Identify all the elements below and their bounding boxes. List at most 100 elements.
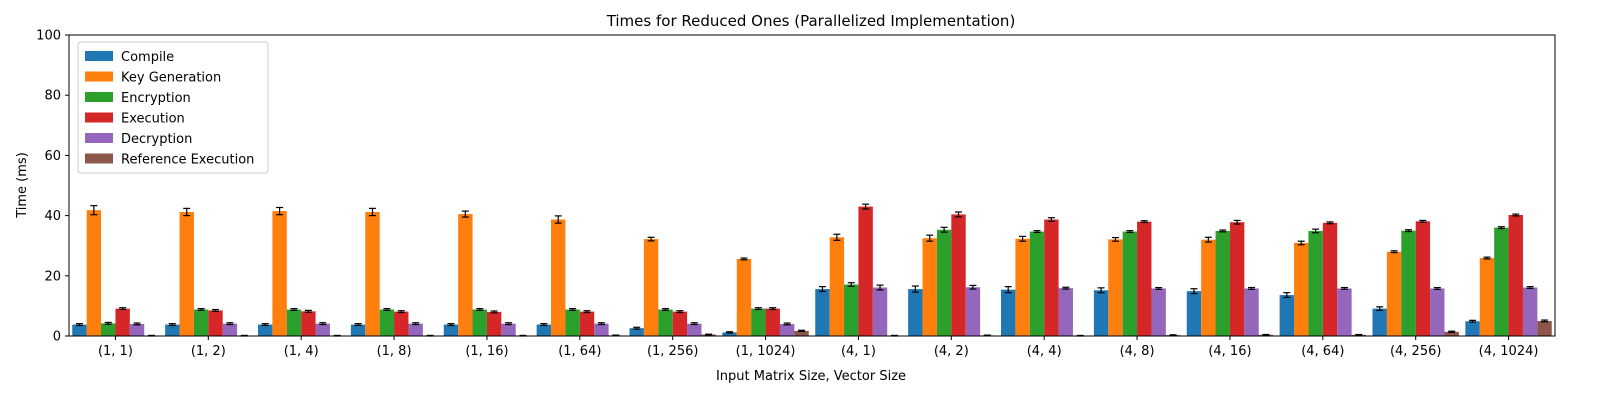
error-bar-encryption-7 [754,307,762,311]
error-bar-compile-13 [1283,292,1291,299]
error-bar-key-generation-15 [1483,256,1491,260]
y-tick-label: 20 [44,269,61,284]
error-bar-decryption-7 [783,322,791,326]
error-bar-key-generation-14 [1390,250,1398,254]
y-tick-label: 100 [36,29,61,44]
x-tick-label: (4, 2) [934,344,969,359]
error-bar-reference-execution-7 [798,329,806,333]
bar-execution-13 [1322,222,1338,336]
bar-key-generation-11 [1108,239,1123,336]
bar-decryption-8 [872,287,888,336]
error-bar-decryption-2 [319,322,327,326]
error-bar-execution-11 [1140,220,1148,224]
bar-encryption-2 [286,309,302,336]
bar-encryption-0 [101,323,116,336]
error-bar-key-generation-6 [647,236,655,242]
bar-encryption-15 [1494,227,1509,336]
bar-key-generation-15 [1479,258,1495,336]
bar-compile-5 [536,324,552,336]
error-bar-encryption-10 [1033,230,1041,234]
error-bar-compile-0 [75,323,83,327]
error-bar-decryption-5 [597,322,605,326]
bar-compile-13 [1279,295,1295,336]
error-bar-decryption-14 [1433,286,1441,290]
legend-swatch [85,112,113,123]
bar-key-generation-6 [643,239,659,336]
bar-compile-6 [629,328,644,336]
legend-entry: Execution [85,112,185,127]
legend-label: Compile [121,50,174,65]
y-axis-label: Time (ms) [15,152,30,219]
bar-compile-14 [1372,308,1387,336]
bars-layer [72,206,1552,336]
bar-key-generation-1 [179,211,194,336]
error-bar-execution-14 [1419,219,1427,223]
x-tick-label: (4, 64) [1301,344,1344,359]
error-bar-encryption-5 [569,308,577,312]
bar-encryption-8 [844,284,859,336]
legend-label: Decryption [121,132,192,147]
legend-entry: Decryption [85,132,192,147]
error-bar-compile-7 [726,331,734,334]
bar-encryption-12 [1215,230,1230,336]
bar-compile-3 [350,324,366,336]
y-tick-label: 0 [53,330,61,345]
error-bar-key-generation-13 [1297,240,1305,246]
bar-key-generation-12 [1201,239,1216,336]
bar-compile-2 [258,324,273,336]
axes-layer: 0 20 40 60 80 100 (1, 1) (1, 2) (1, 4) (1, 8) (1, … [36,29,1556,359]
error-bar-encryption-14 [1404,229,1412,233]
error-bar-reference-execution-14 [1448,330,1456,333]
bar-execution-10 [1044,219,1059,336]
y-tick-label: 80 [44,89,61,104]
x-tick-label: (1, 2) [191,344,226,359]
error-bar-compile-11 [1097,287,1105,294]
error-bar-decryption-4 [505,322,513,326]
legend-swatch [85,71,113,82]
bar-key-generation-10 [1015,238,1030,336]
error-bar-execution-9 [955,211,963,218]
bar-key-generation-0 [86,210,102,336]
error-bar-key-generation-5 [554,215,562,224]
error-bar-compile-5 [540,323,548,327]
error-bar-reference-execution-15 [1541,319,1549,323]
error-bar-key-generation-12 [1204,236,1212,243]
error-bar-execution-2 [304,309,312,313]
bar-decryption-10 [1058,288,1073,336]
bar-decryption-11 [1151,288,1166,336]
error-bar-compile-6 [633,326,641,330]
bar-execution-7 [765,308,780,336]
bar-execution-2 [301,311,316,336]
error-bar-decryption-1 [226,322,234,326]
legend-label: Encryption [121,91,191,106]
legend-swatch [85,92,113,102]
error-bar-compile-4 [447,323,455,327]
bar-key-generation-3 [365,211,380,336]
bar-compile-4 [443,324,459,336]
y-tick-label: 40 [44,209,61,224]
error-bar-encryption-3 [383,308,391,312]
error-bar-reference-execution-11 [1169,334,1177,336]
x-tick-label: (1, 4) [284,344,319,359]
error-bar-compile-14 [1376,306,1384,312]
error-bar-key-generation-11 [1111,236,1119,242]
error-bar-key-generation-4 [461,210,469,218]
error-bar-key-generation-10 [1019,235,1027,242]
error-bar-compile-8 [818,286,826,293]
bar-execution-15 [1508,215,1523,336]
bar-execution-0 [115,308,130,336]
bar-compile-10 [1001,289,1016,336]
error-bar-compile-2 [261,323,269,327]
error-bar-decryption-10 [1062,286,1070,290]
bar-encryption-4 [472,309,487,336]
error-bar-key-generation-2 [276,206,284,216]
error-bar-execution-13 [1326,221,1334,225]
error-bar-execution-6 [676,310,684,314]
error-bar-execution-10 [1047,217,1055,222]
bar-execution-12 [1229,222,1245,336]
bar-execution-8 [858,206,873,336]
error-bar-decryption-11 [1155,286,1163,290]
error-bar-decryption-9 [969,284,977,290]
bar-execution-1 [208,310,223,336]
